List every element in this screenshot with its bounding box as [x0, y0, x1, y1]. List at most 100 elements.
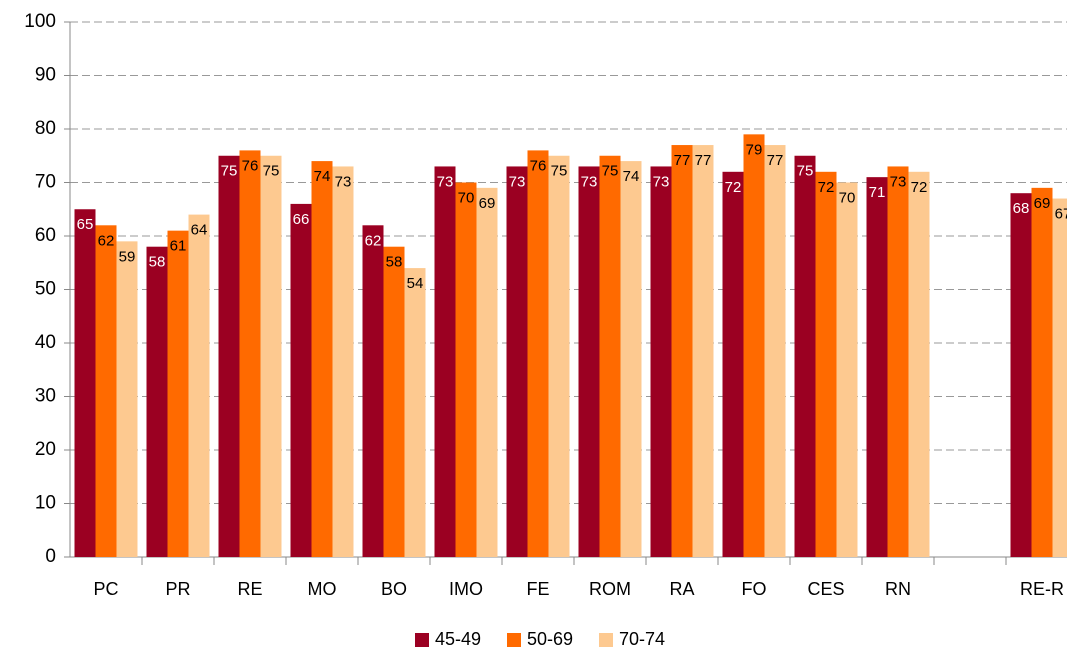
value-label: 71: [869, 184, 886, 201]
value-label: 64: [191, 222, 208, 239]
bar: [599, 155, 621, 557]
y-tick-label: 40: [35, 332, 56, 353]
bar: [506, 166, 528, 557]
value-label: 58: [149, 254, 166, 271]
x-tick-label: RE: [237, 579, 262, 599]
x-tick-label: IMO: [449, 579, 483, 599]
bar: [671, 145, 693, 558]
value-label: 69: [479, 195, 496, 212]
value-label: 68: [1013, 200, 1030, 217]
bar: [188, 214, 210, 557]
value-label: 73: [335, 173, 352, 190]
x-tick-label: RA: [669, 579, 694, 599]
bar: [764, 145, 786, 558]
bar: [866, 177, 888, 557]
bar: [239, 150, 261, 557]
bar: [620, 161, 642, 557]
legend-label: 45-49: [435, 629, 481, 649]
bar: [116, 241, 138, 557]
bar: [1052, 198, 1067, 558]
bar: [260, 155, 282, 557]
value-label: 62: [365, 232, 382, 249]
bar: [794, 155, 816, 557]
value-label: 74: [623, 168, 640, 185]
value-label: 76: [242, 157, 259, 174]
value-label: 77: [767, 152, 784, 169]
bar: [650, 166, 672, 557]
value-label: 77: [695, 152, 712, 169]
value-label: 75: [551, 163, 568, 180]
value-label: 59: [119, 248, 136, 265]
value-label: 75: [797, 163, 814, 180]
value-label: 66: [293, 211, 310, 228]
value-label: 69: [1034, 195, 1051, 212]
bar: [722, 171, 744, 558]
y-tick-label: 20: [35, 439, 56, 460]
value-label: 73: [509, 173, 526, 190]
bar: [383, 246, 405, 557]
x-tick-label: PR: [165, 579, 190, 599]
bar: [362, 225, 384, 558]
x-tick-label: CES: [807, 579, 844, 599]
x-tick-label: RN: [885, 579, 911, 599]
legend-swatch: [415, 633, 429, 647]
value-label: 58: [386, 254, 403, 271]
value-label: 62: [98, 232, 115, 249]
bar: [95, 225, 117, 558]
x-tick-label: PC: [93, 579, 118, 599]
bar: [1010, 193, 1032, 557]
bar: [887, 166, 909, 557]
value-label: 73: [581, 173, 598, 190]
value-label: 72: [911, 179, 928, 196]
y-tick-label: 60: [35, 225, 56, 246]
value-label: 72: [818, 179, 835, 196]
value-label: 75: [602, 163, 619, 180]
y-tick-label: 90: [35, 65, 56, 86]
y-tick-label: 0: [45, 546, 56, 567]
legend: 45-49 50-69 70-74: [415, 629, 665, 649]
bar: [476, 187, 498, 557]
value-label: 77: [674, 152, 691, 169]
value-label: 70: [839, 189, 856, 206]
bar: [404, 268, 426, 557]
value-label: 70: [458, 189, 475, 206]
x-tick-label: FE: [526, 579, 549, 599]
y-tick-label: 80: [35, 118, 56, 139]
x-tick-label: FO: [742, 579, 767, 599]
bar: [434, 166, 456, 557]
bar: [1031, 187, 1053, 557]
bar: [527, 150, 549, 557]
bar: [743, 134, 765, 557]
bar: [146, 246, 168, 557]
bar: [548, 155, 570, 557]
legend-swatch: [507, 633, 521, 647]
y-tick-label: 50: [35, 279, 56, 300]
x-tick-label: RE-R: [1020, 579, 1064, 599]
y-tick-label: 100: [24, 11, 56, 32]
value-label: 75: [221, 163, 238, 180]
value-label: 72: [725, 179, 742, 196]
y-tick-label: 70: [35, 172, 56, 193]
value-label: 73: [437, 173, 454, 190]
y-tick-label: 30: [35, 386, 56, 407]
bar: [290, 203, 312, 557]
bar: [74, 209, 96, 557]
legend-label: 70-74: [619, 629, 665, 649]
bar: [167, 230, 189, 557]
x-tick-label: ROM: [589, 579, 631, 599]
bar: [836, 182, 858, 557]
legend-label: 50-69: [527, 629, 573, 649]
bar: [332, 166, 354, 557]
x-tick-label: BO: [381, 579, 407, 599]
value-label: 73: [653, 173, 670, 190]
bar: [908, 171, 930, 558]
value-label: 74: [314, 168, 331, 185]
bar: [218, 155, 240, 557]
bar: [311, 161, 333, 557]
legend-swatch: [599, 633, 613, 647]
bar: [578, 166, 600, 557]
value-label: 61: [170, 238, 187, 255]
value-label: 76: [530, 157, 547, 174]
value-label: 75: [263, 163, 280, 180]
